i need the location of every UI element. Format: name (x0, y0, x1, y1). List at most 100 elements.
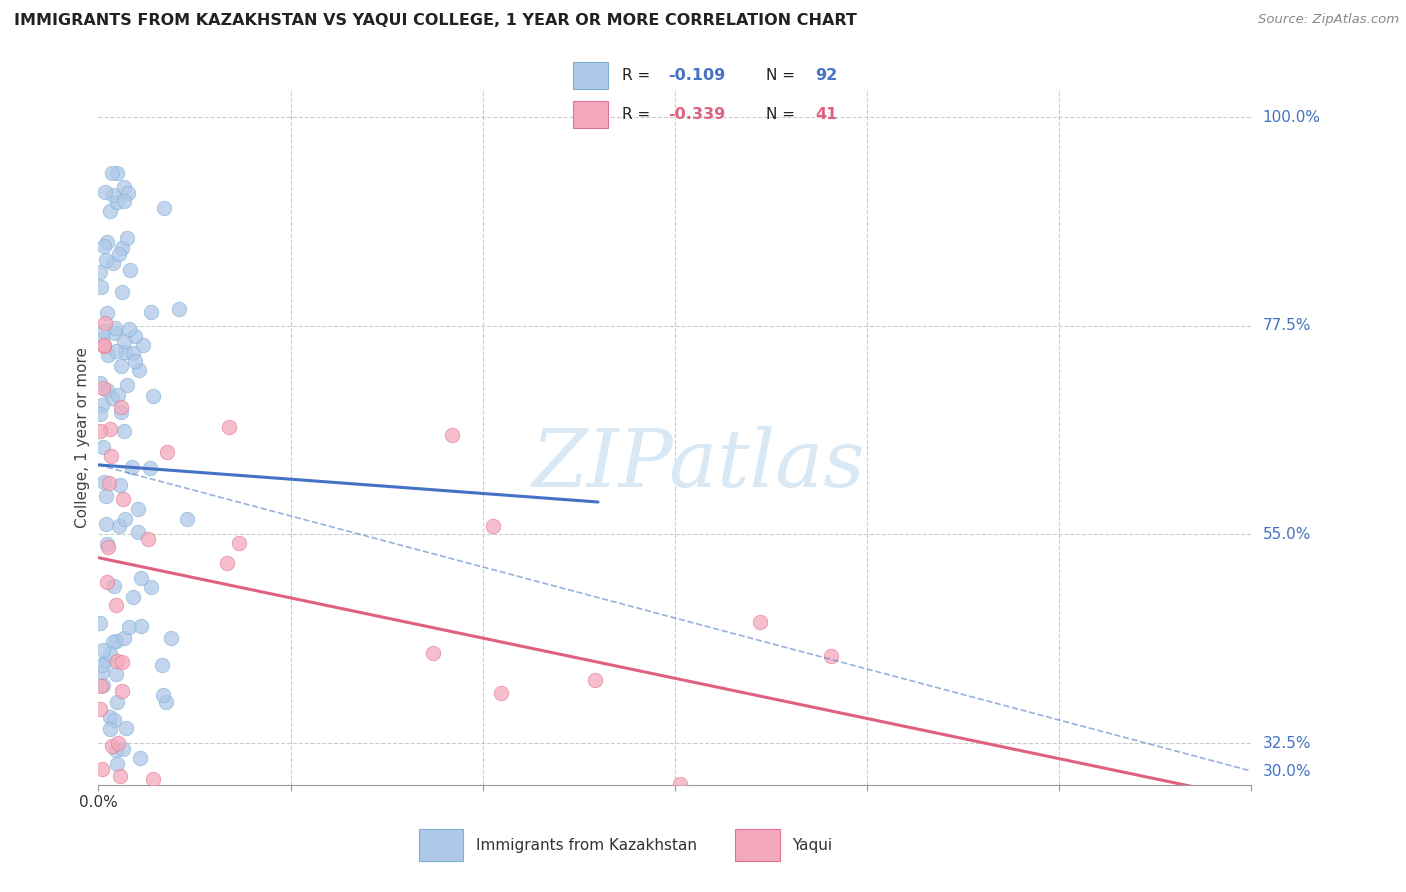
Point (215, 557, 238, 571)
Bar (735, 830, 779, 861)
Point (105, 654, 128, 668)
Point (218, 420, 240, 434)
Point (117, 186, 139, 200)
Point (122, 346, 145, 360)
Point (90, 398, 112, 412)
Point (482, 519, 505, 533)
Point (96, 306, 118, 320)
Point (100, 710, 122, 724)
Text: 32.5%: 32.5% (1263, 736, 1310, 751)
Point (89, 424, 111, 438)
Point (110, 359, 132, 373)
Text: 100.0%: 100.0% (1263, 110, 1320, 125)
Point (98, 204, 121, 219)
Point (100, 739, 122, 753)
Point (91, 643, 114, 657)
Point (112, 631, 135, 645)
Point (89, 265, 111, 279)
Point (103, 713, 125, 727)
Point (105, 598, 128, 612)
Point (93, 238, 115, 252)
Point (115, 377, 138, 392)
Point (96, 490, 118, 504)
Point (104, 321, 127, 335)
Point (112, 742, 135, 756)
Point (104, 343, 127, 358)
Point (97, 540, 120, 554)
Point (499, 788, 522, 802)
Y-axis label: College, 1 year or more: College, 1 year or more (75, 347, 90, 527)
Bar (419, 830, 464, 861)
Point (93, 324, 115, 338)
Point (117, 231, 139, 245)
Text: Yaqui: Yaqui (793, 838, 832, 853)
Point (112, 491, 135, 506)
Point (91, 381, 114, 395)
Point (139, 305, 162, 319)
Point (98, 723, 121, 737)
Point (94, 517, 117, 532)
Point (107, 247, 129, 261)
Point (142, 772, 165, 786)
Text: -0.109: -0.109 (668, 68, 725, 83)
Point (97, 475, 120, 490)
Point (94, 185, 117, 199)
Point (176, 512, 198, 526)
Point (749, 615, 772, 629)
Point (91, 665, 114, 680)
Point (111, 241, 134, 255)
Point (89, 702, 111, 716)
Point (98, 647, 121, 661)
Text: 92: 92 (815, 68, 838, 83)
Point (228, 535, 250, 549)
Text: IMMIGRANTS FROM KAZAKHSTAN VS YAQUI COLLEGE, 1 YEAR OR MORE CORRELATION CHART: IMMIGRANTS FROM KAZAKHSTAN VS YAQUI COLL… (14, 13, 856, 29)
Point (111, 655, 134, 669)
Point (103, 256, 125, 270)
Point (114, 722, 136, 736)
Point (89, 376, 111, 390)
Point (91, 678, 114, 692)
Point (156, 445, 179, 459)
Point (108, 769, 131, 783)
Point (105, 757, 128, 772)
Point (422, 646, 444, 660)
Point (118, 322, 141, 336)
Point (160, 631, 183, 645)
Point (167, 302, 190, 317)
Bar (574, 101, 607, 128)
Text: 41: 41 (815, 107, 838, 122)
Point (136, 532, 159, 546)
Point (105, 634, 128, 648)
Point (90, 280, 112, 294)
Point (91, 763, 114, 777)
Point (142, 389, 165, 403)
Point (155, 695, 177, 709)
Point (583, 673, 606, 687)
Point (111, 684, 134, 698)
Point (139, 580, 162, 594)
Point (489, 686, 512, 700)
Point (440, 427, 463, 442)
Text: N =: N = (766, 68, 800, 83)
Point (127, 502, 149, 516)
Point (104, 667, 127, 681)
Point (112, 194, 135, 208)
Point (91, 440, 114, 454)
Point (94, 252, 117, 267)
Point (1000, 792, 1022, 806)
Text: R =: R = (621, 107, 655, 122)
Point (114, 512, 136, 526)
Point (131, 338, 153, 352)
Point (668, 777, 690, 791)
Point (100, 449, 122, 463)
Point (112, 424, 135, 438)
Point (107, 388, 129, 402)
Text: 55.0%: 55.0% (1263, 527, 1310, 542)
Text: -0.339: -0.339 (668, 107, 725, 122)
Point (131, 571, 153, 585)
Point (122, 590, 145, 604)
Point (884, 792, 907, 806)
Point (129, 619, 152, 633)
Point (112, 334, 135, 348)
Point (111, 285, 134, 300)
